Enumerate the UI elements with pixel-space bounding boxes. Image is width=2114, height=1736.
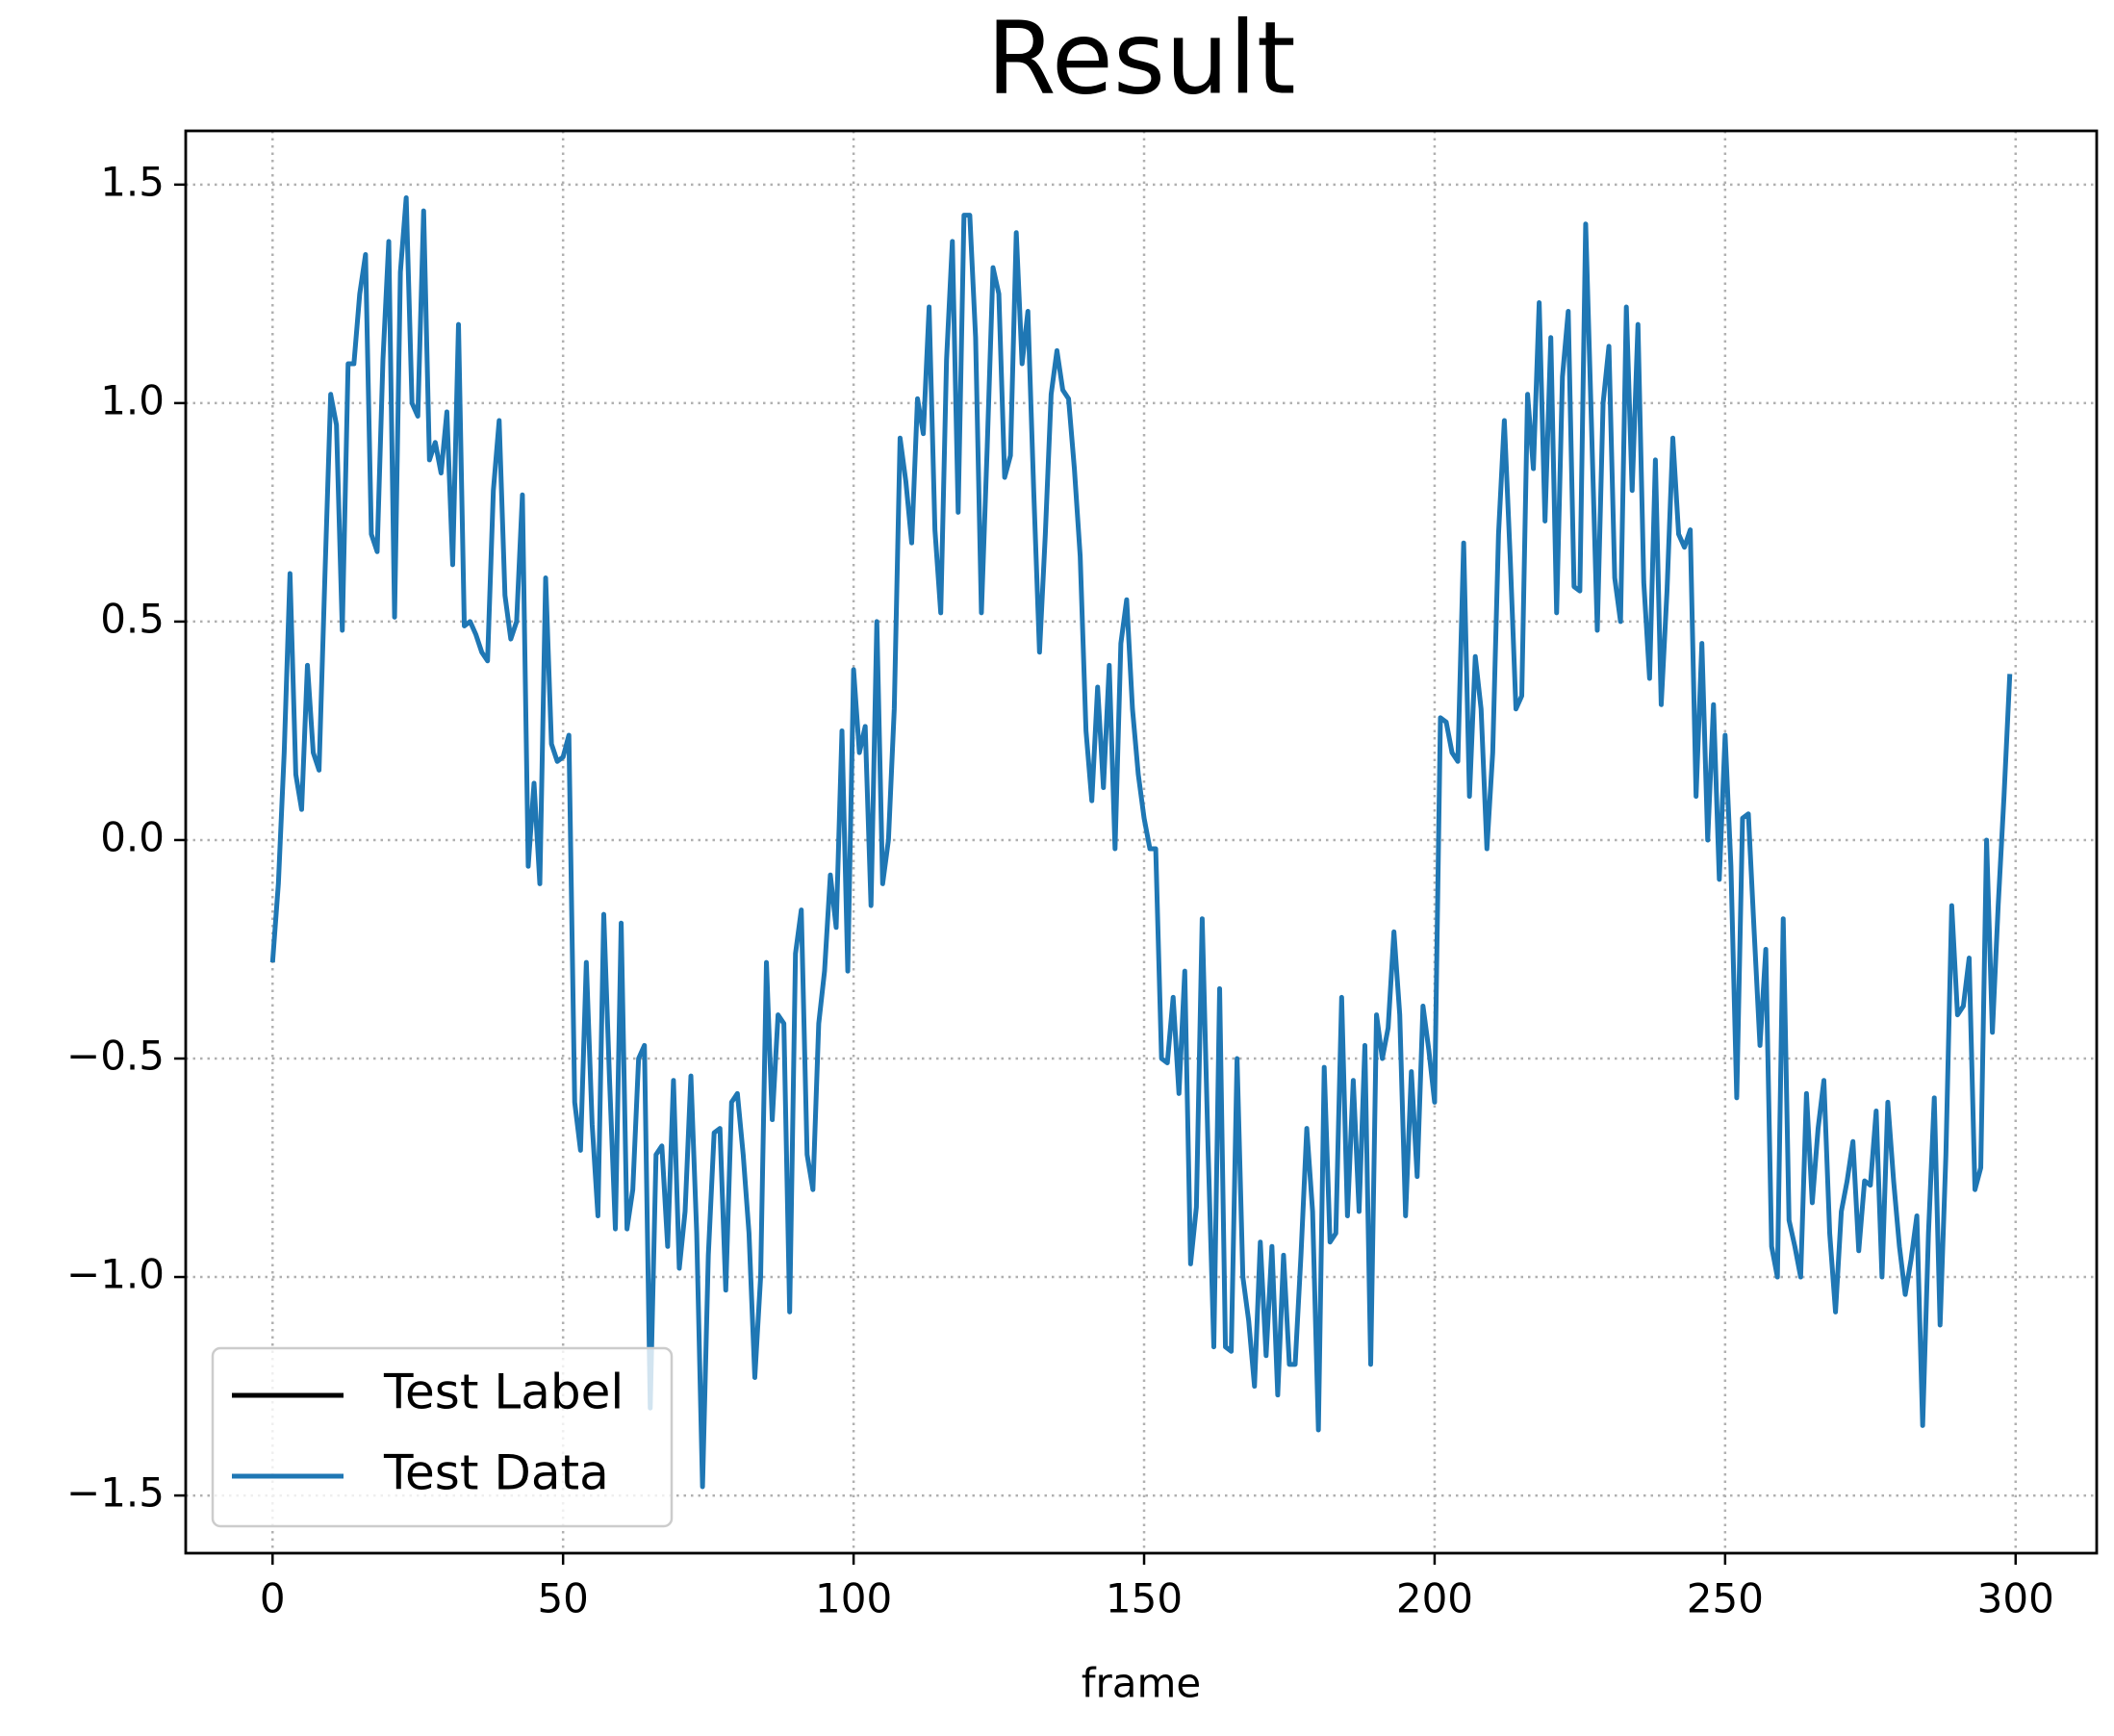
x-tick-label: 100 <box>815 1575 892 1622</box>
legend-label: Test Label <box>383 1365 624 1420</box>
x-axis-label: frame <box>1082 1660 1202 1707</box>
y-tick-label: 1.5 <box>100 158 165 205</box>
y-tick-label: 0.5 <box>100 595 165 642</box>
data-line <box>269 194 2013 1490</box>
legend-box <box>211 1346 674 1528</box>
x-tick-label: 50 <box>537 1575 588 1622</box>
y-tick-label: 1.0 <box>100 376 165 423</box>
x-tick-label: 0 <box>260 1575 286 1622</box>
y-tick-label: −1.0 <box>66 1251 165 1298</box>
x-tick-label: 250 <box>1687 1575 1764 1622</box>
plot-frame <box>184 129 2099 1555</box>
chart-title: Result <box>986 0 1295 116</box>
x-tick-label: 150 <box>1106 1575 1183 1622</box>
y-tick-label: −0.5 <box>66 1032 165 1079</box>
x-tick-label: 300 <box>1977 1575 2054 1622</box>
x-tick-label: 200 <box>1396 1575 1473 1622</box>
y-tick-label: 0.0 <box>100 813 165 860</box>
legend-label: Test Data <box>383 1445 609 1501</box>
y-tick-label: −1.5 <box>66 1469 165 1517</box>
